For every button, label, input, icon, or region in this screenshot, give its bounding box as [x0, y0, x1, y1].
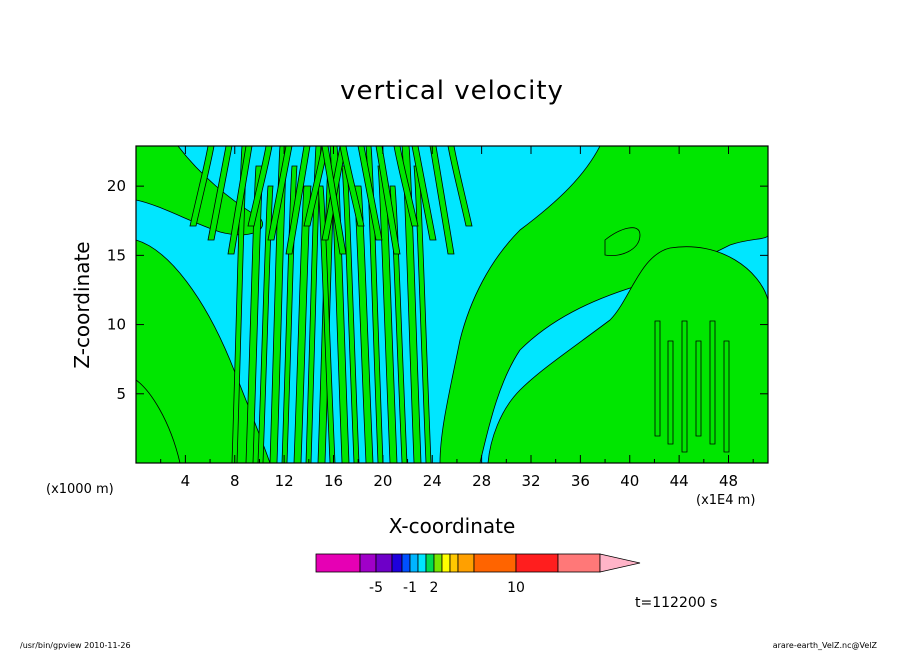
positive-region-32: [339, 146, 365, 227]
footer-program-date: /usr/bin/gpview 2010-11-26: [20, 641, 131, 650]
positive-region-14: [317, 185, 336, 463]
contour-fields: [136, 146, 768, 463]
colorbar-segment: [473, 553, 517, 573]
colorbar-segment: [401, 553, 411, 573]
positive-region-21: [401, 146, 422, 463]
x-tick-label: 32: [521, 472, 540, 490]
colorbar-segment: [449, 553, 459, 573]
colorbar-segment: [433, 553, 443, 573]
y-unit-label: (x1000 m): [46, 482, 114, 497]
positive-region-23: [189, 146, 215, 227]
colorbar-segment: [375, 553, 393, 573]
x-tick-label: 48: [719, 472, 738, 490]
positive-region-36: [411, 146, 437, 241]
colorbar-segment: [391, 553, 403, 573]
x-axis-ticks: 4 8 12 16 20 24 28 32 36 40 44 48: [160, 146, 754, 490]
positive-region-15: [329, 146, 350, 463]
x-tick-label: 44: [670, 472, 689, 490]
colorbar-segment: [557, 553, 601, 573]
x-axis-label: X-coordinate: [388, 514, 516, 538]
positive-region-33: [357, 146, 383, 241]
positive-region-34: [375, 146, 401, 255]
positive-region-38: [447, 146, 473, 227]
positive-region-42: [695, 340, 702, 437]
positive-region-39: [654, 320, 661, 437]
positive-region-41: [681, 320, 688, 453]
colorbar-segment: [359, 553, 377, 573]
positive-region-37: [429, 146, 455, 255]
y-tick-label: 15: [107, 246, 126, 264]
x-tick-label: 36: [571, 472, 590, 490]
positive-region-25: [227, 146, 253, 255]
x-tick-label: 28: [472, 472, 491, 490]
y-axis-ticks: 5 10 15 20: [107, 177, 768, 403]
footer-source-file: arare-earth_VelZ.nc@VelZ: [772, 641, 877, 650]
colorbar-label: -5: [369, 580, 383, 596]
positive-region-29: [303, 146, 329, 227]
x-tick-label: 4: [181, 472, 191, 490]
colorbar-segment: [409, 553, 419, 573]
x-tick-label: 20: [373, 472, 392, 490]
colorbar-segment: [417, 553, 427, 573]
x-tick-label: 12: [275, 472, 294, 490]
positive-region-9: [269, 146, 288, 463]
colorbar-segment: [441, 553, 451, 573]
y-tick-label: 20: [107, 177, 126, 195]
colorbar-segment: [315, 553, 361, 573]
positive-region-11: [293, 185, 312, 463]
y-tick-label: 10: [107, 316, 126, 334]
positive-region-35: [393, 146, 419, 227]
x-tick-label: 16: [324, 472, 343, 490]
positive-region-20: [389, 185, 408, 463]
colorbar-extend-arrow: [599, 553, 641, 573]
plot-frame: [135, 145, 769, 464]
x-tick-label: 24: [423, 472, 442, 490]
x-tick-label: 40: [620, 472, 639, 490]
positive-region-6: [231, 146, 248, 463]
colorbar-segment: [457, 553, 475, 573]
time-label: t=112200 s: [635, 595, 718, 611]
chart-title: vertical velocity: [340, 76, 564, 106]
positive-region-26: [247, 146, 273, 227]
x-tick-label: 8: [230, 472, 240, 490]
colorbar-segment: [515, 553, 559, 573]
colorbar-label: 10: [507, 580, 525, 596]
positive-region-27: [267, 146, 293, 241]
positive-region-18: [365, 146, 384, 463]
positive-region-12: [305, 146, 322, 463]
y-tick-label: 5: [116, 385, 126, 403]
positive-region-31: [321, 146, 347, 255]
positive-region-44: [723, 340, 730, 453]
positive-region-5: [604, 227, 641, 257]
positive-region-8: [257, 185, 274, 463]
colorbar-segment: [425, 553, 435, 573]
positive-region-17: [353, 185, 374, 463]
positive-region-24: [207, 146, 233, 241]
positive-region-40: [667, 340, 674, 445]
positive-region-28: [285, 146, 311, 255]
colorbar-label: 2: [430, 580, 439, 596]
positive-region-43: [709, 320, 716, 445]
x-unit-label: (x1E4 m): [696, 493, 756, 508]
colorbar: -5 -1 2 10: [315, 553, 641, 596]
colorbar-label: -1: [403, 580, 417, 596]
